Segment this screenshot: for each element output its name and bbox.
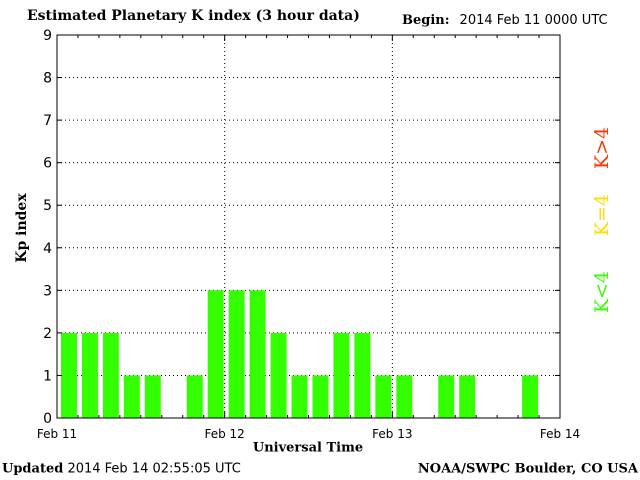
x-tick-label: Feb 11: [37, 427, 77, 441]
kp-bar: [228, 290, 245, 418]
y-tick-label: 8: [43, 71, 52, 87]
legend-k-less-4: K<4: [591, 270, 613, 314]
kp-bar: [249, 290, 266, 418]
begin-timestamp: Begin: 2014 Feb 11 0000 UTC: [402, 13, 608, 28]
legend-k-greater-4: K>4: [591, 126, 613, 170]
bars: [61, 290, 539, 418]
x-tick-label: Feb 12: [204, 427, 244, 441]
grid-lines: [57, 34, 560, 418]
kp-bar: [186, 375, 203, 418]
y-tick-label: 7: [43, 113, 52, 129]
x-tick-label: Feb 14: [540, 427, 580, 441]
kp-bar: [396, 375, 413, 418]
updated-value: 2014 Feb 14 02:55:05 UTC: [67, 461, 241, 477]
kp-bar: [207, 290, 224, 418]
y-tick-label: 3: [43, 283, 52, 299]
kp-bar: [270, 332, 287, 418]
updated-label: Updated: [2, 461, 64, 477]
x-tick-label: Feb 13: [372, 427, 412, 441]
y-tick-label: 5: [43, 198, 52, 214]
axes: [56, 34, 561, 419]
kp-bar: [291, 375, 308, 418]
y-axis-label: Kp index: [14, 193, 30, 263]
kp-bar: [144, 375, 161, 418]
kp-bar: [333, 332, 350, 418]
y-tick-label: 6: [43, 156, 52, 172]
kp-bar: [123, 375, 140, 418]
y-tick-label: 9: [43, 28, 52, 44]
kp-bar: [459, 375, 476, 418]
y-tick-label: 2: [43, 326, 52, 342]
kp-bar: [61, 332, 77, 418]
kp-bar: [81, 332, 98, 418]
kp-bar: [102, 332, 119, 418]
kp-bar: [354, 332, 371, 418]
y-tick-label: 4: [43, 241, 52, 257]
begin-label: Begin:: [402, 13, 450, 28]
kp-bar: [522, 375, 539, 418]
y-tick-label: 0: [43, 411, 52, 427]
source-credit: NOAA/SWPC Boulder, CO USA: [417, 461, 638, 477]
kp-bar: [312, 375, 329, 418]
x-axis-label: Universal Time: [252, 440, 364, 456]
begin-value: 2014 Feb 11 0000 UTC: [459, 13, 608, 28]
kp-bar: [375, 375, 392, 418]
chart-title: Estimated Planetary K index (3 hour data…: [27, 8, 360, 24]
y-tick-labels: 0 1 2 3 4 5 6 7 8 9: [43, 28, 52, 427]
updated-timestamp: Updated 2014 Feb 14 02:55:05 UTC: [2, 462, 241, 477]
plot-frame: [56, 34, 561, 419]
x-tick-labels: Feb 11 Feb 12 Feb 13 Feb 14: [37, 427, 580, 441]
y-tick-label: 1: [43, 368, 52, 384]
legend-k-equal-4: K=4: [591, 193, 613, 237]
kp-bar: [438, 375, 455, 418]
